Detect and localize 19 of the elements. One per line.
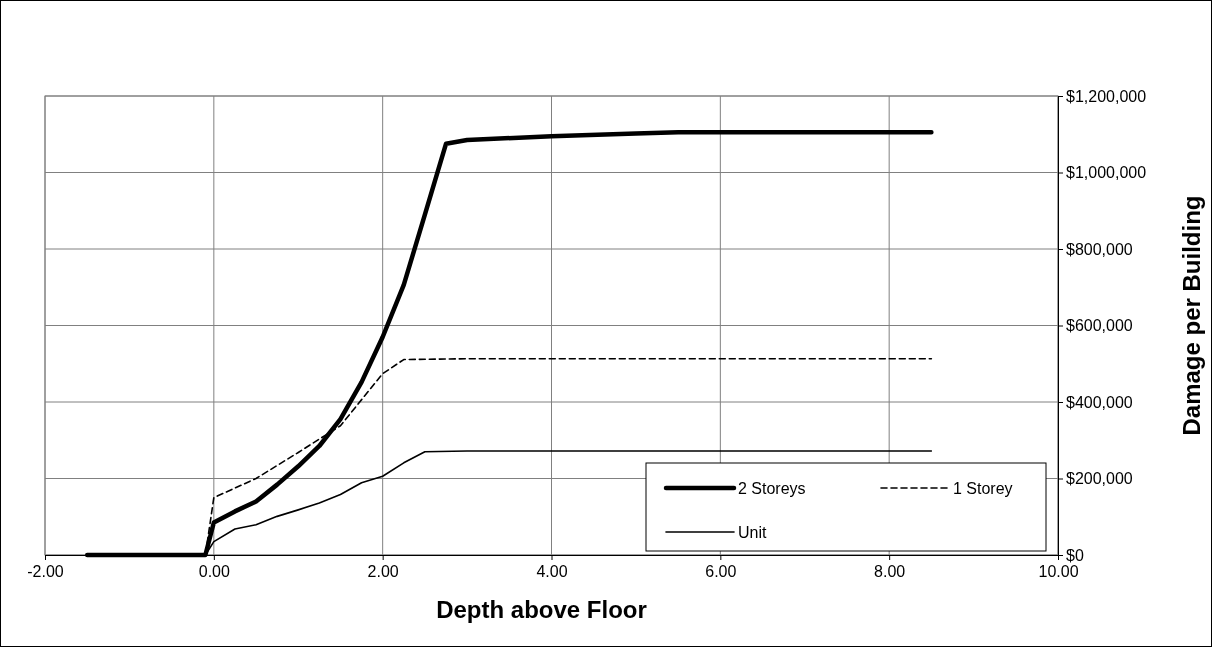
y-tick-label: $0 — [1066, 546, 1084, 564]
x-tick-label: 8.00 — [874, 563, 906, 581]
y-tick-label: $1,200,000 — [1066, 87, 1147, 105]
x-tick-label: 2.00 — [367, 563, 399, 581]
legend-label: Unit — [738, 524, 768, 541]
legend-label: 2 Storeys — [738, 480, 806, 497]
y-tick-label: $400,000 — [1066, 393, 1133, 411]
y-tick-label: $1,000,000 — [1066, 164, 1147, 182]
y-tick-label: $200,000 — [1066, 470, 1133, 488]
x-tick-label: 10.00 — [1038, 563, 1079, 581]
x-tick-label: 4.00 — [536, 563, 568, 581]
legend-label: 1 Storey — [953, 480, 1013, 497]
x-tick-label: 6.00 — [705, 563, 737, 581]
x-axis-title: Depth above Floor — [436, 596, 647, 623]
y-tick-label: $800,000 — [1066, 240, 1133, 258]
y-tick-label: $600,000 — [1066, 317, 1133, 335]
x-tick-label: 0.00 — [198, 563, 231, 581]
x-tick-label: -2.00 — [27, 563, 64, 581]
y-axis-title: Damage per Building — [1178, 195, 1205, 436]
